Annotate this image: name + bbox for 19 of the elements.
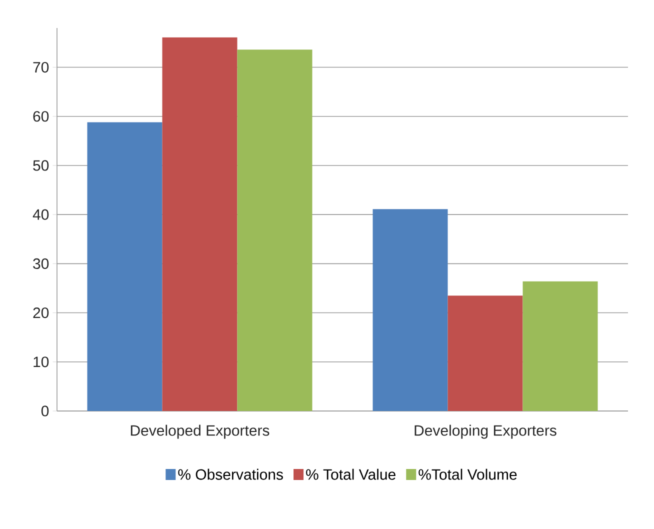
legend-label: % Total Value — [306, 468, 396, 480]
y-tick-label: 20 — [33, 307, 49, 318]
x-tick-label: Developing Exporters — [414, 424, 556, 439]
y-tick-label: 0 — [41, 406, 49, 416]
bar — [372, 209, 448, 411]
legend-label: % Observations — [178, 468, 283, 480]
legend-label: %Total Volume — [418, 468, 517, 480]
y-tick-label: 60 — [33, 111, 49, 122]
bar — [522, 281, 598, 411]
y-tick-label: 10 — [34, 356, 49, 368]
x-tick-label: Developed Exporters — [130, 424, 270, 439]
bar — [87, 122, 162, 411]
y-tick-label: 40 — [32, 209, 49, 220]
y-tick-label: 50 — [33, 160, 49, 171]
y-tick-label: 30 — [33, 258, 49, 269]
bar — [162, 37, 238, 411]
y-tick-label: 70 — [33, 62, 49, 73]
bar — [237, 50, 312, 411]
bar — [448, 296, 523, 411]
